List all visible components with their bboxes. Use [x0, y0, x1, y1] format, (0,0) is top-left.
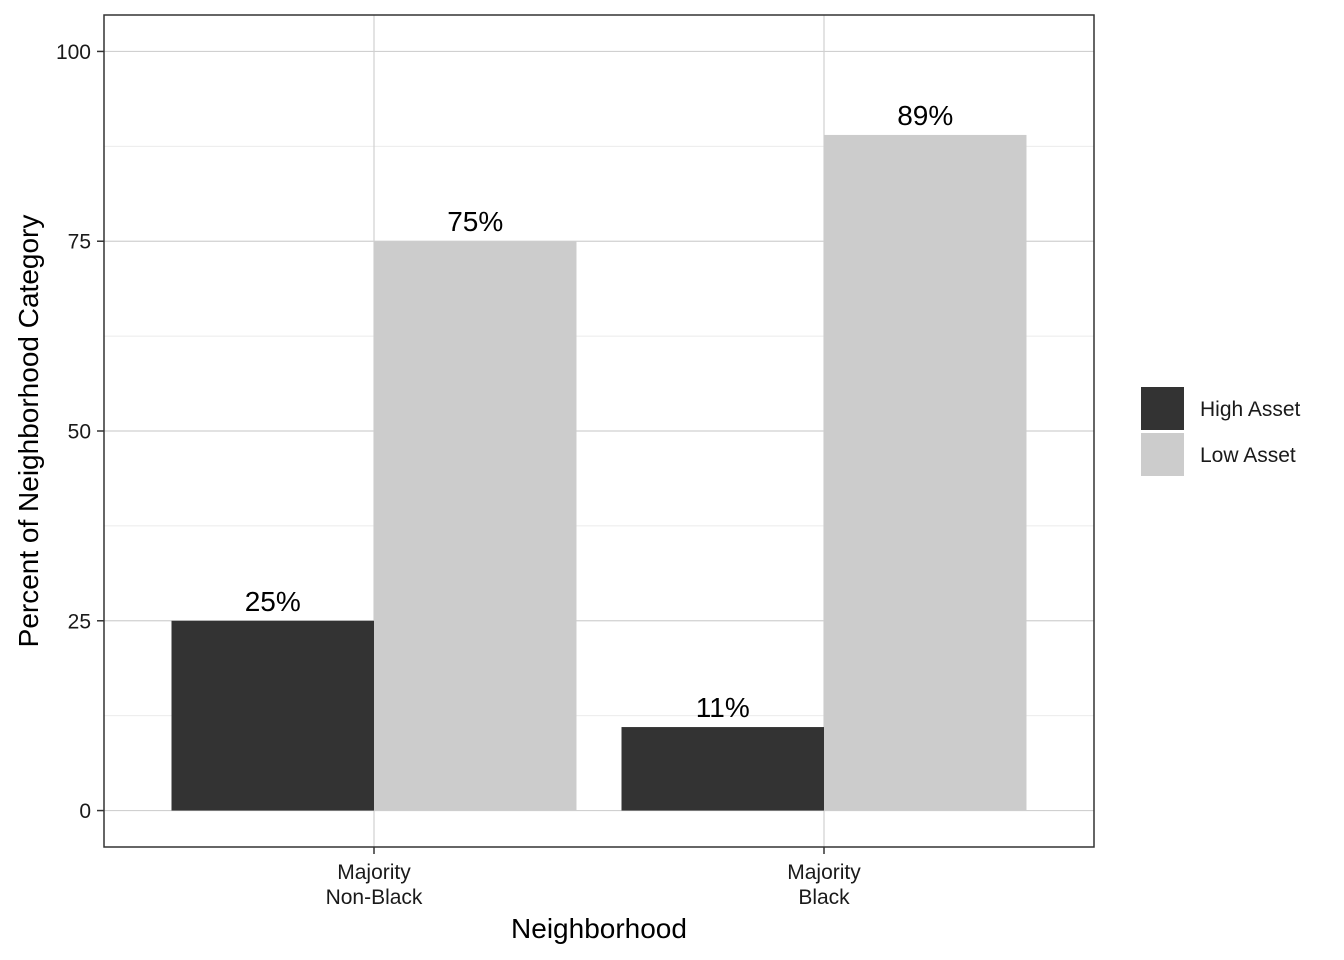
legend-label-high-asset: High Asset	[1200, 398, 1301, 421]
legend: High Asset Low Asset	[1141, 387, 1301, 476]
data-label-low-asset-1: 89%	[897, 100, 953, 131]
legend-key-low-asset	[1141, 433, 1184, 476]
y-tick-label-4: 100	[56, 41, 91, 64]
plot-panel: 25% 75% 11% 89%	[103, 14, 1095, 848]
bar-high-asset-1	[621, 727, 824, 811]
data-label-high-asset-1: 11%	[696, 692, 750, 723]
y-tick-label-1: 25	[68, 610, 91, 633]
x-tick-label-1: Majority Black	[787, 861, 861, 909]
y-axis: 0 25 50 75 100	[56, 41, 104, 823]
y-axis-title: Percent of Neighborhood Category	[13, 215, 44, 648]
y-tick-label-2: 50	[68, 421, 91, 444]
x-axis-title: Neighborhood	[511, 913, 687, 944]
x-axis: Majority Non-Black Majority Black	[326, 847, 861, 909]
y-tick-label-0: 0	[79, 800, 91, 823]
bar-high-asset-0	[171, 620, 374, 811]
bar-labels: 25% 75% 11% 89%	[245, 100, 954, 723]
legend-key-high-asset	[1141, 387, 1184, 430]
bar-low-asset-0	[374, 241, 577, 811]
y-tick-label-3: 75	[68, 231, 91, 254]
bars	[171, 134, 1027, 811]
legend-label-low-asset: Low Asset	[1200, 444, 1296, 467]
data-label-high-asset-0: 25%	[245, 586, 301, 617]
data-label-low-asset-0: 75%	[447, 206, 503, 237]
x-tick-label-0: Majority Non-Black	[326, 861, 423, 909]
bar-low-asset-1	[824, 134, 1027, 811]
